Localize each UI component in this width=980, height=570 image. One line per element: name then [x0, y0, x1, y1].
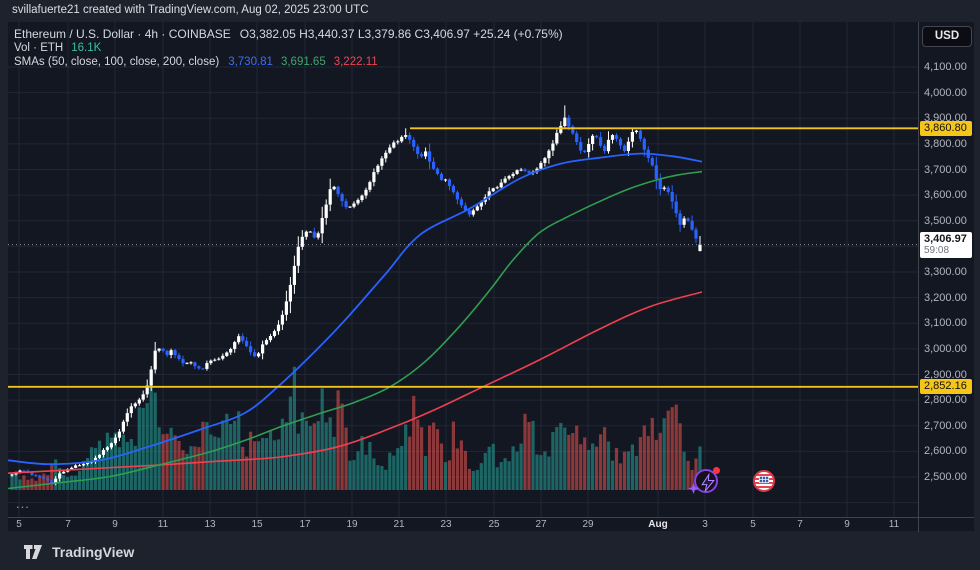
- currency-toggle-usd-button[interactable]: USD: [922, 26, 972, 47]
- time-tick-label: 29: [582, 519, 594, 530]
- time-tick-label: 27: [535, 519, 547, 530]
- flag-canton: [759, 476, 769, 483]
- price-tick-label: 3,200.00: [924, 291, 967, 304]
- lightning-bolt-icon: [701, 473, 715, 492]
- price-tick-label: 4,100.00: [924, 61, 967, 73]
- time-tick-label: 5: [16, 519, 22, 530]
- time-tick-label: 5: [750, 519, 756, 530]
- time-tick-label: 3: [702, 519, 708, 530]
- time-tick-label: 25: [488, 519, 500, 530]
- sma50-value: 3,730.81: [228, 56, 273, 68]
- price-tick-label: 2,800.00: [924, 394, 967, 407]
- axis-corner-separator: [918, 517, 919, 532]
- price-tick-label: 3,700.00: [924, 163, 967, 176]
- us-flag-icon: [753, 470, 775, 492]
- price-tick-label: 4,000.00: [924, 86, 967, 99]
- symbol-legend-row[interactable]: Ethereum / U.S. Dollar · 4h · COINBASE O3…: [14, 27, 563, 41]
- tradingview-logo[interactable]: TradingView: [24, 544, 134, 560]
- volume-legend-row[interactable]: Vol · ETH 16.1K: [14, 41, 563, 55]
- ai-spark-marker[interactable]: [688, 467, 720, 494]
- last-price-value: 3,406.97: [924, 232, 967, 245]
- price-tick-label: 3,500.00: [924, 214, 967, 227]
- legend-collapsed-button[interactable]: ...: [16, 496, 30, 511]
- time-tick-label: 17: [299, 519, 311, 530]
- time-tick-label: 9: [112, 519, 118, 530]
- price-tick-label: 3,300.00: [924, 266, 967, 278]
- price-tick-label: 2,600.00: [924, 445, 967, 458]
- price-tick-label: 3,800.00: [924, 137, 967, 150]
- time-tick-label: Aug: [648, 519, 668, 530]
- attribution-text: svillafuerte21 created with TradingView.…: [12, 4, 369, 16]
- bottom-bar: TradingView: [0, 532, 980, 570]
- tradingview-logo-icon: [24, 545, 42, 559]
- price-tick-label: 3,100.00: [924, 317, 967, 330]
- price-tick-label: 3,600.00: [924, 189, 967, 202]
- time-tick-label: 23: [440, 519, 452, 530]
- chart-legend: Ethereum / U.S. Dollar · 4h · COINBASE O3…: [14, 27, 563, 69]
- sparkle-icon: [688, 481, 699, 499]
- price-axis[interactable]: USD 4,100.00 4,000.00 3,900.00 3,800.00 3,70…: [918, 22, 974, 517]
- us-flag-event-marker[interactable]: [753, 470, 775, 492]
- notification-dot: [713, 467, 720, 474]
- attribution-bar: svillafuerte21 created with TradingView.…: [0, 0, 980, 22]
- time-tick-label: 13: [204, 519, 216, 530]
- time-tick-label: 19: [346, 519, 358, 530]
- ohlc-values: O3,382.05 H3,440.37 L3,379.86 C3,406.97 …: [239, 27, 563, 41]
- volume-value: 16.1K: [71, 42, 102, 54]
- sma200-value: 3,222.11: [333, 56, 378, 68]
- price-tick-label: 2,700.00: [924, 419, 967, 432]
- chart-canvas[interactable]: [8, 22, 918, 517]
- price-tick-label: 2,900.00: [924, 368, 967, 381]
- symbol-title: Ethereum / U.S. Dollar · 4h · COINBASE: [14, 27, 231, 41]
- smas-legend-row[interactable]: SMAs (50, close, 100, close, 200, close)…: [14, 55, 563, 69]
- chart-pane[interactable]: Ethereum / U.S. Dollar · 4h · COINBASE O3…: [8, 22, 918, 517]
- price-tick-label: 3,000.00: [924, 342, 967, 355]
- time-axis[interactable]: 5 7 9 11 13 15 17 19 21 23 25 27 29 Aug 3 5 7 9 11: [8, 517, 974, 531]
- last-price-label: 3,406.97 59:08: [920, 231, 972, 258]
- time-tick-label: 7: [65, 519, 71, 530]
- time-tick-label: 9: [844, 519, 850, 530]
- level-price-label: 2,852.16: [920, 379, 972, 395]
- price-tick-label: 2,500.00: [924, 471, 967, 483]
- spark-circle-icon: [694, 469, 718, 493]
- time-tick-label: 7: [797, 519, 803, 530]
- volume-label: Vol · ETH: [14, 42, 64, 54]
- time-tick-label: 11: [888, 519, 900, 530]
- bar-countdown: 59:08: [924, 244, 950, 256]
- smas-label: SMAs (50, close, 100, close, 200, close): [14, 56, 220, 68]
- time-tick-label: 21: [393, 519, 405, 530]
- tradingview-logo-text: TradingView: [52, 544, 135, 560]
- time-tick-label: 11: [157, 519, 169, 530]
- time-tick-label: 15: [251, 519, 263, 530]
- level-price-label: 3,860.80: [920, 120, 972, 136]
- sma100-value: 3,691.65: [280, 56, 326, 68]
